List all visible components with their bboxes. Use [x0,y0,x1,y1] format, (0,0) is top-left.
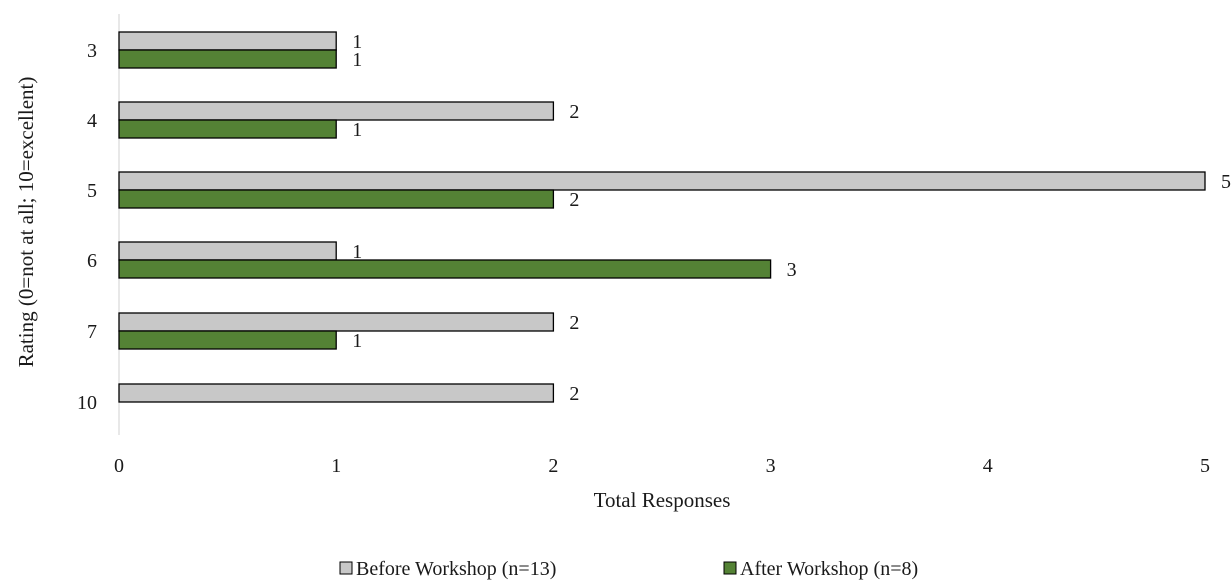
data-label: 1 [352,330,362,352]
legend-label-before: Before Workshop (n=13) [356,558,556,580]
legend-swatch-before [339,561,353,575]
bar-before-workshop [118,241,337,261]
bar-before-workshop [118,312,555,332]
y-tick-label: 6 [87,250,97,272]
y-tick-label: 7 [87,321,97,343]
bar-before-workshop [118,101,555,121]
x-axis-title: Total Responses [594,488,731,512]
x-tick-label: 5 [1200,455,1210,477]
legend: Before Workshop (n=13) After Workshop (n=… [339,558,918,580]
y-axis-title: Rating (0=not at all; 10=excellent) [14,77,38,368]
legend-label-after: After Workshop (n=8) [740,558,918,580]
bar-after-workshop [118,259,772,279]
data-label: 2 [569,312,579,334]
bar-after-workshop [118,119,337,139]
bar-before-workshop [118,31,337,51]
data-label: 1 [352,241,362,263]
y-tick-label: 5 [87,180,97,202]
data-label: 3 [787,259,797,281]
bar-after-workshop [118,49,337,69]
x-tick-label: 4 [983,455,993,477]
bar-before-workshop [118,383,555,403]
y-tick-label: 4 [87,110,97,132]
bars [118,31,1206,403]
x-tick-labels: 0 1 2 3 4 5 [114,455,1210,477]
data-label: 2 [569,189,579,211]
y-tick-label: 3 [87,40,97,62]
bar-before-workshop [118,171,1206,191]
legend-swatch-after [723,561,737,575]
bar-after-workshop [118,330,337,350]
data-label: 5 [1221,171,1231,193]
x-tick-label: 1 [331,455,341,477]
y-tick-label: 10 [77,392,97,414]
data-label: 1 [352,49,362,71]
x-tick-label: 3 [766,455,776,477]
x-tick-label: 0 [114,455,124,477]
data-label: 2 [569,101,579,123]
bar-after-workshop [118,189,555,209]
data-label: 1 [352,31,362,53]
x-tick-label: 2 [548,455,558,477]
y-tick-labels: 3 4 5 6 7 10 [77,40,97,414]
data-label: 2 [569,383,579,405]
data-label: 1 [352,119,362,141]
